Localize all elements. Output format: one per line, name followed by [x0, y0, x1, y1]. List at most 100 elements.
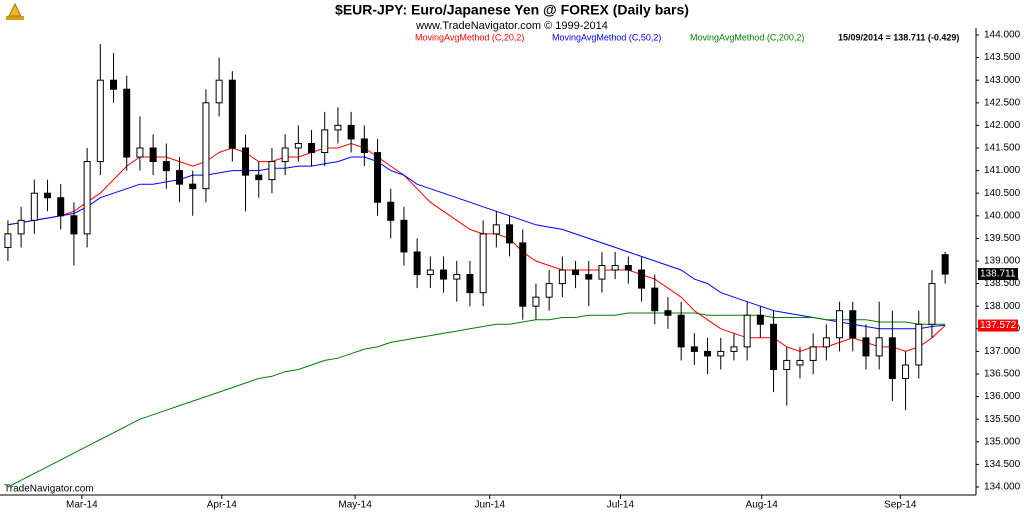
y-tick-label: 140.500	[984, 188, 1021, 199]
x-tick-label: Sep-14	[884, 500, 917, 511]
x-tick-label: May-14	[338, 500, 372, 511]
y-tick-label: 141.500	[984, 143, 1021, 154]
y-tick-label: 139.500	[984, 233, 1021, 244]
legend-entry: MovingAvgMethod (C,50,2)	[552, 32, 661, 42]
candle-body	[809, 346, 817, 361]
candle-body	[96, 79, 104, 163]
x-tick-label: Aug-14	[746, 500, 779, 511]
candle-body	[466, 274, 474, 294]
y-tick-label: 139.000	[984, 256, 1021, 267]
candle-body	[149, 147, 157, 163]
candle-body	[334, 124, 342, 131]
x-tick-label: Jun-14	[474, 500, 505, 511]
last-value-label: 138.711	[980, 269, 1016, 280]
y-tick-label: 137.000	[984, 346, 1021, 357]
y-tick-label: 136.000	[984, 391, 1021, 402]
y-tick-label: 143.000	[984, 75, 1021, 86]
candle-body	[519, 242, 527, 307]
candle-body	[585, 274, 593, 280]
candle-body	[611, 265, 619, 271]
y-tick-label: 143.500	[984, 52, 1021, 63]
chart-title: $EUR-JPY: Euro/Japanese Yen @ FOREX (Dai…	[335, 2, 689, 18]
candle-body	[598, 265, 606, 280]
x-tick-label: Apr-14	[207, 500, 237, 511]
candle-body	[888, 337, 896, 380]
candle-body	[928, 283, 936, 325]
candle-body	[321, 129, 329, 154]
candle-body	[440, 269, 448, 280]
moving-average	[7, 156, 946, 330]
candle-body	[281, 147, 289, 163]
candle-body	[770, 323, 778, 370]
quote: 15/09/2014 = 138.711 (-0.429)	[838, 32, 959, 42]
y-tick-label: 138.000	[984, 301, 1021, 312]
moving-average	[7, 312, 946, 488]
candle-body	[743, 314, 751, 348]
subtitle: www.TradeNavigator.com © 1999-2014	[415, 20, 608, 32]
candle-body	[30, 192, 38, 221]
last-value-label: 137.572	[980, 320, 1017, 331]
candle-body	[44, 192, 52, 199]
candle-body	[136, 147, 144, 158]
candle-body	[717, 350, 725, 357]
candle-body	[941, 254, 949, 275]
y-tick-label: 141.000	[984, 165, 1021, 176]
candle-body	[242, 147, 250, 176]
candle-body	[453, 274, 461, 280]
candle-body	[664, 310, 672, 316]
candle-body	[756, 314, 764, 325]
candle-body	[704, 350, 712, 357]
candle-body	[110, 79, 118, 90]
candle-body	[268, 161, 276, 181]
candle-body	[558, 269, 566, 285]
candle-body	[902, 364, 910, 380]
candle-body	[255, 174, 263, 181]
candle-body	[17, 219, 25, 235]
candle-body	[57, 197, 65, 217]
candle-body	[4, 233, 12, 248]
candle-body	[360, 138, 368, 154]
candle-body	[875, 337, 883, 357]
candle-body	[308, 142, 316, 154]
candle-body	[426, 269, 434, 276]
candle-body	[506, 224, 514, 244]
candle-body	[677, 314, 685, 348]
candle-body	[796, 359, 804, 366]
candle-body	[83, 161, 91, 235]
candle-body	[638, 269, 646, 289]
y-tick-label: 144.000	[984, 30, 1021, 41]
candle-body	[70, 215, 78, 235]
last-value-box	[978, 319, 1018, 332]
candle-body	[202, 102, 210, 190]
candle-body	[783, 359, 791, 370]
footer: TradeNavigator.com	[4, 484, 94, 495]
candle-body	[123, 88, 131, 158]
candle-body	[862, 337, 870, 357]
logo	[6, 2, 24, 20]
candle-body	[492, 224, 500, 235]
legend-entry: MovingAvgMethod (C,200,2)	[690, 32, 804, 42]
candle-body	[690, 346, 698, 352]
y-tick-label: 135.000	[984, 436, 1021, 447]
x-tick-label: Jul-14	[607, 500, 635, 511]
y-tick-label: 134.000	[984, 482, 1021, 493]
moving-average	[7, 142, 946, 352]
y-tick-label: 140.000	[984, 210, 1021, 221]
candle-body	[400, 219, 408, 253]
candle-body	[651, 287, 659, 312]
y-tick-label: 142.500	[984, 97, 1021, 108]
candle-body	[915, 323, 923, 366]
y-tick-label: 136.500	[984, 369, 1021, 380]
y-tick-label: 134.500	[984, 459, 1021, 470]
candle-body	[215, 79, 223, 104]
candle-body	[189, 183, 197, 190]
legend-entry: MovingAvgMethod (C,20,2)	[415, 32, 524, 42]
y-tick-label: 142.000	[984, 120, 1021, 131]
candle-body	[624, 265, 632, 271]
candle-body	[479, 233, 487, 294]
candle-body	[545, 283, 553, 298]
last-value-box	[978, 268, 1018, 281]
candle-body	[162, 161, 170, 172]
